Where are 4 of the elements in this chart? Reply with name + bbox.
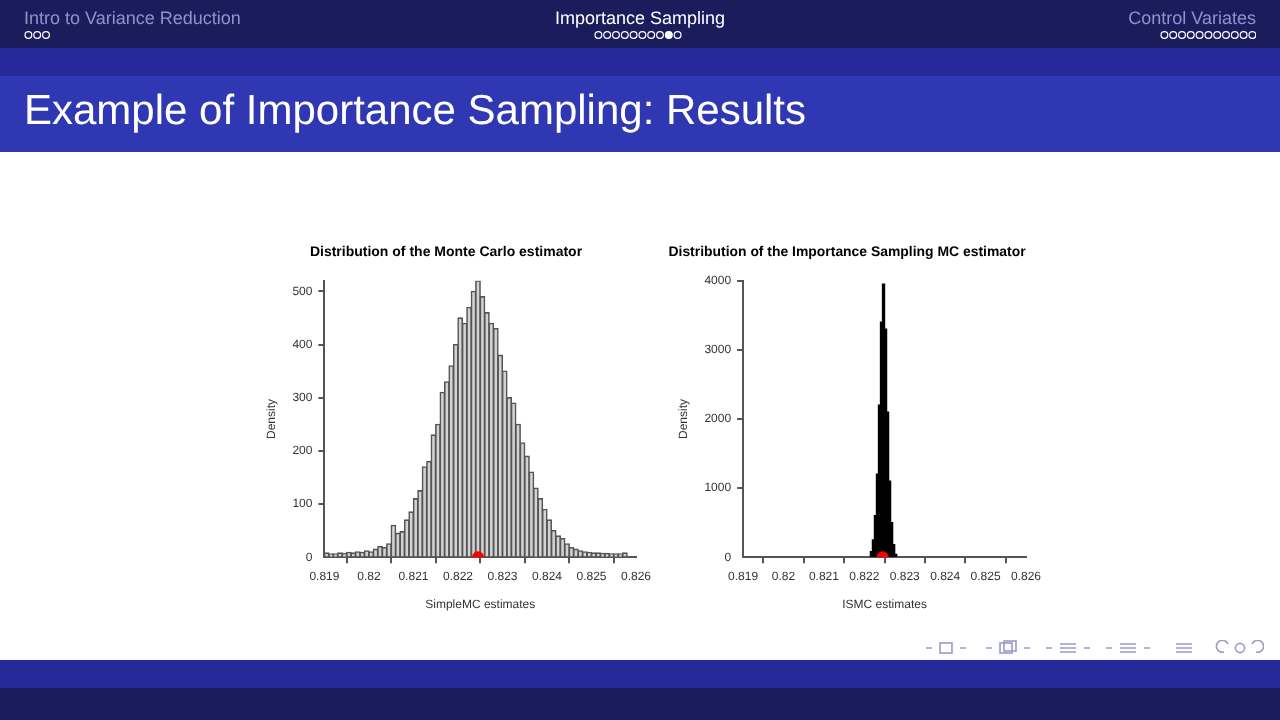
text: Example of Importance Sampling: Results <box>24 88 807 136</box>
text: Control Variates <box>1128 8 1256 28</box>
text: Intro to Variance Reduction <box>24 8 241 28</box>
text: Importance Sampling <box>554 8 726 28</box>
